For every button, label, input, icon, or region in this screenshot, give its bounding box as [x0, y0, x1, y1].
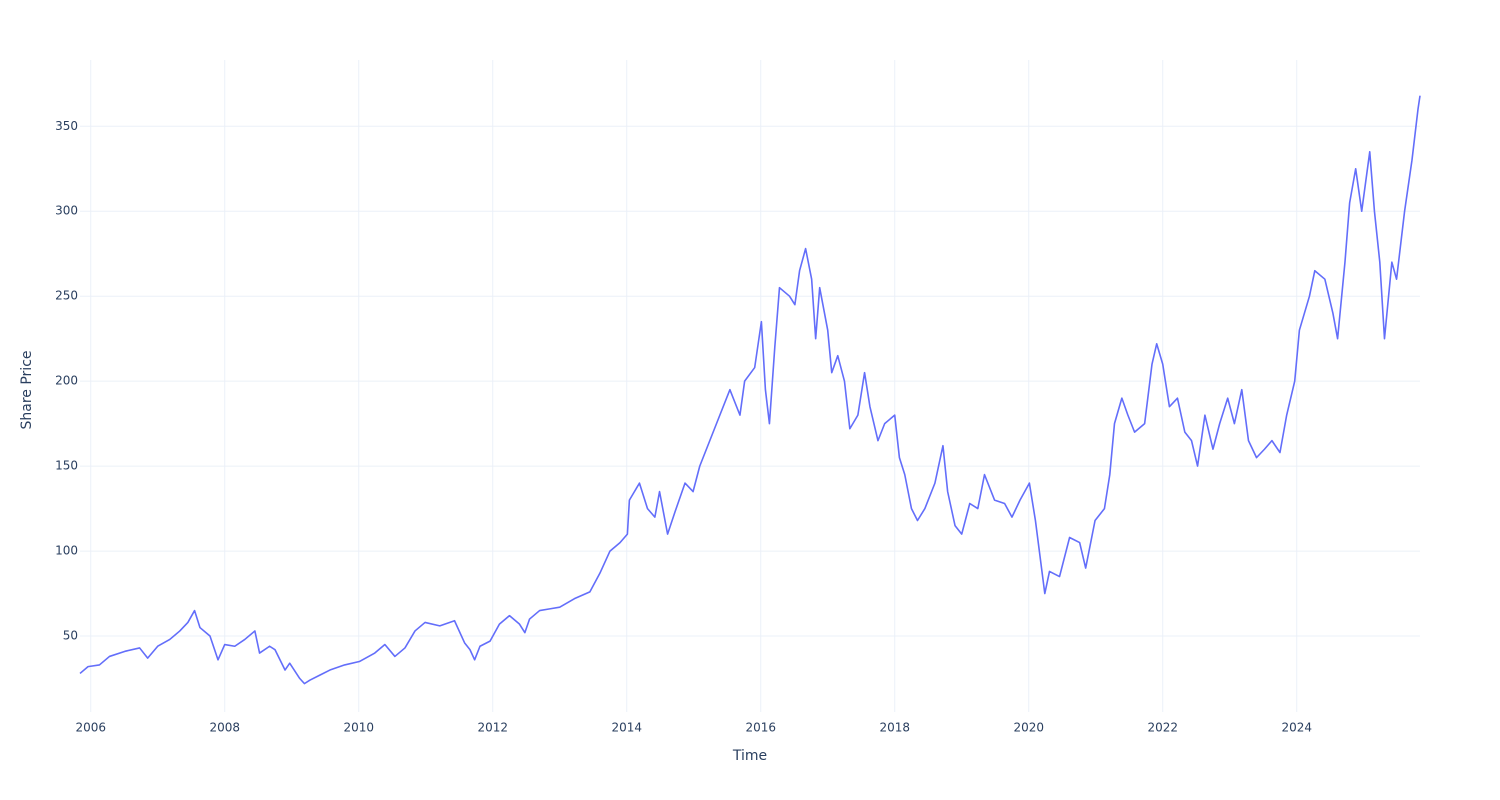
x-tick-label: 2014 [611, 721, 642, 735]
y-tick-label: 100 [55, 544, 78, 558]
y-tick-label: 200 [55, 374, 78, 388]
x-axis-title: Time [732, 748, 767, 764]
x-tick-label: 2020 [1013, 721, 1044, 735]
y-tick-label: 250 [55, 289, 78, 303]
x-tick-label: 2012 [477, 721, 508, 735]
x-tick-label: 2008 [209, 721, 240, 735]
x-tick-label: 2024 [1281, 721, 1312, 735]
y-tick-label: 50 [63, 629, 78, 643]
x-tick-label: 2016 [745, 721, 776, 735]
price-line [79, 95, 1421, 685]
x-tick-label: 2018 [879, 721, 910, 735]
y-axis-title: Share Price [19, 350, 35, 429]
x-tick-label: 2022 [1147, 721, 1178, 735]
y-tick-label: 150 [55, 459, 78, 473]
y-tick-label: 300 [55, 204, 78, 218]
y-tick-label: 350 [55, 119, 78, 133]
x-tick-label: 2006 [75, 721, 106, 735]
x-tick-label: 2010 [343, 721, 374, 735]
